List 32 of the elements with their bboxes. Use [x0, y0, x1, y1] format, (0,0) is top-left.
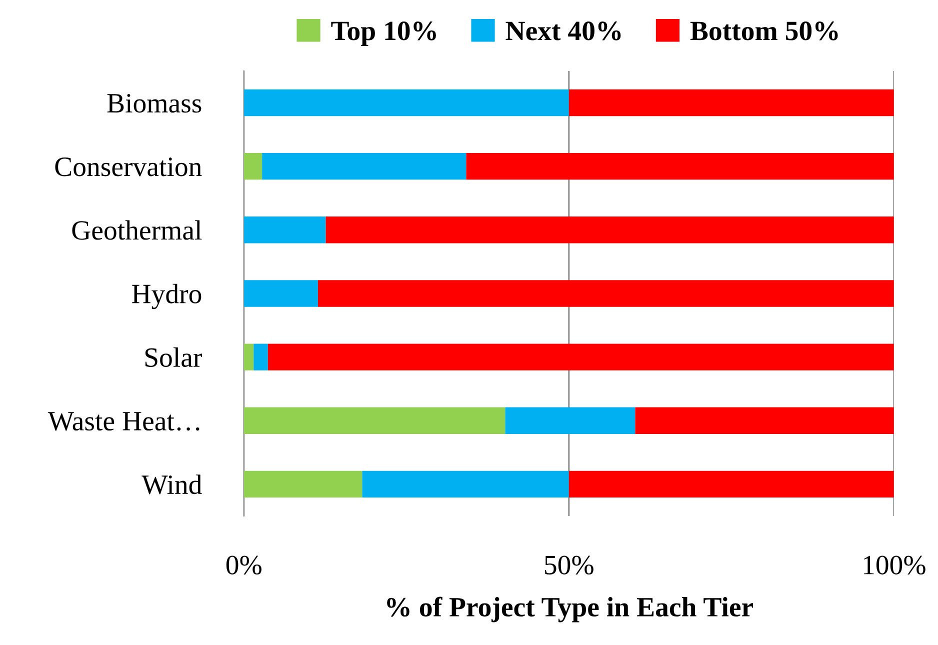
bar	[635, 407, 894, 434]
y-tick-label: Hydro	[132, 284, 202, 310]
bar	[568, 470, 894, 498]
bar	[326, 216, 894, 244]
bar	[244, 216, 326, 244]
x-tick-label: 50%	[545, 556, 594, 575]
legend-label: Bottom 50%	[690, 22, 838, 40]
x-axis-title: % of Project Type in Each Tier	[387, 596, 753, 622]
x-tick-label: 0%	[226, 556, 262, 575]
y-tick-label: Geothermal	[72, 220, 202, 240]
bar	[244, 89, 569, 116]
bar	[268, 344, 894, 370]
bar	[568, 89, 894, 116]
bar	[466, 152, 894, 180]
bar	[244, 407, 506, 434]
y-tick-label: Wind	[142, 474, 202, 494]
bar	[318, 280, 894, 307]
y-tick-label: Solar	[145, 347, 202, 367]
bar	[362, 470, 569, 498]
x-tick-label: 100%	[864, 556, 926, 575]
legend-label: Top 10%	[331, 22, 436, 46]
bar	[244, 152, 262, 180]
bar	[505, 407, 636, 434]
y-tick-label: Biomass	[107, 94, 202, 113]
bar	[244, 344, 254, 370]
legend-label: Next 40%	[506, 22, 621, 40]
bar	[244, 470, 362, 498]
bar	[254, 344, 268, 370]
y-tick-label: Waste Heat…	[48, 412, 200, 431]
bar	[262, 152, 466, 180]
y-tick-label: Conservation	[55, 158, 202, 176]
bar	[244, 280, 318, 307]
